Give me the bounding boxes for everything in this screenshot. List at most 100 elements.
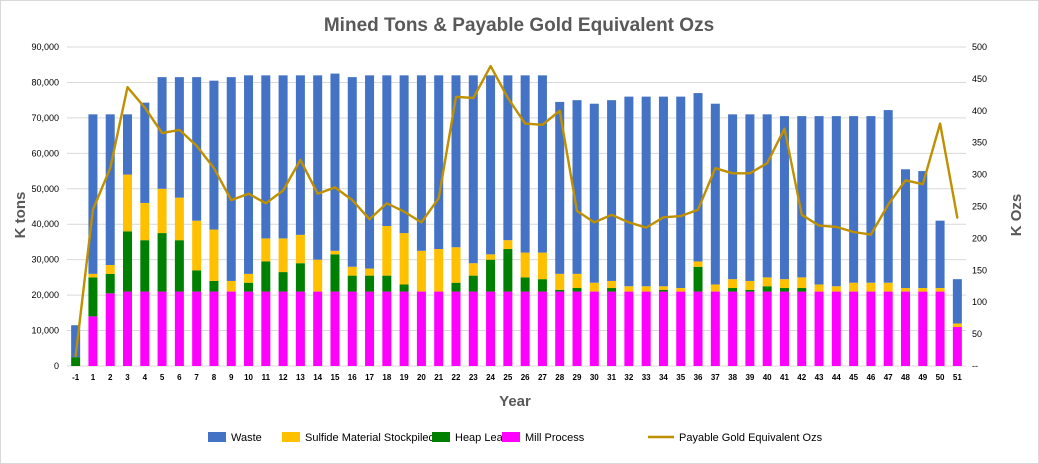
bar-waste — [416, 75, 426, 251]
line-point — [455, 95, 457, 98]
bar-sulfide-material-stockpiled — [140, 202, 150, 241]
bar-mill-process — [503, 291, 513, 366]
bar-heap-leach — [451, 282, 461, 292]
line-point — [213, 167, 215, 170]
x-tick-label: 28 — [555, 373, 564, 382]
line-point — [904, 179, 907, 182]
y-tick-label: 50,000 — [31, 184, 59, 194]
y-tick-label: 20,000 — [31, 290, 59, 300]
line-point — [230, 199, 233, 202]
line-point — [524, 122, 527, 125]
bar-sulfide-material-stockpiled — [537, 252, 547, 280]
line-point — [697, 208, 699, 211]
x-tick-label: 42 — [797, 373, 806, 382]
x-tick-label: 45 — [849, 373, 858, 382]
bar-waste — [451, 75, 461, 248]
bar-waste — [831, 116, 841, 287]
bar-series — [71, 73, 962, 366]
bar-sulfide-material-stockpiled — [157, 188, 167, 234]
x-tick-label: 46 — [866, 373, 875, 382]
bar-mill-process — [589, 291, 599, 366]
line-point — [247, 192, 250, 195]
y2-tick-label: 250 — [972, 202, 987, 212]
x-tick-label: 26 — [521, 373, 530, 382]
bar-waste — [797, 116, 807, 278]
bar-mill-process — [537, 291, 547, 366]
bar-sulfide-material-stockpiled — [676, 288, 686, 292]
line-point — [645, 226, 648, 229]
x-tick-label: 16 — [348, 373, 357, 382]
bar-heap-leach — [123, 231, 133, 292]
x-tick-label: 7 — [194, 373, 199, 382]
bar-waste — [365, 75, 375, 269]
bar-mill-process — [451, 291, 461, 366]
bar-mill-process — [192, 291, 202, 366]
bar-heap-leach — [88, 277, 98, 317]
y-tick-label: 0 — [54, 361, 59, 371]
legend-swatch-waste — [208, 432, 226, 442]
bar-heap-leach — [728, 288, 738, 292]
bar-sulfide-material-stockpiled — [278, 238, 288, 273]
bar-mill-process — [486, 291, 496, 366]
y-tick-label: 70,000 — [31, 113, 59, 123]
bar-waste — [382, 75, 392, 226]
x-tick-label: 34 — [659, 373, 668, 382]
x-tick-label: 6 — [177, 373, 182, 382]
bar-waste — [900, 169, 910, 289]
bar-mill-process — [572, 291, 582, 366]
y-axis-ticks: 0 10,000 20,000 30,000 40,000 50,000 60,000 70,… — [31, 42, 59, 371]
line-point — [714, 167, 717, 170]
bar-sulfide-material-stockpiled — [589, 282, 599, 292]
line-point — [783, 127, 786, 130]
x-tick-label: 8 — [212, 373, 217, 382]
bar-waste — [347, 77, 357, 267]
x-tick-label: 20 — [417, 373, 426, 382]
x-tick-label: 49 — [918, 373, 927, 382]
line-point — [109, 167, 112, 170]
bar-mill-process — [797, 291, 807, 366]
x-tick-label: 11 — [262, 373, 271, 382]
bar-sulfide-material-stockpiled — [918, 288, 928, 292]
bar-heap-leach — [295, 263, 305, 292]
legend-label-waste: Waste — [231, 432, 262, 444]
bar-mill-process — [883, 291, 893, 366]
bar-sulfide-material-stockpiled — [658, 286, 668, 290]
line-point — [420, 221, 423, 224]
line-point — [472, 97, 475, 99]
line-point — [368, 218, 371, 221]
bar-waste — [849, 116, 859, 283]
bar-mill-process — [365, 291, 375, 366]
bar-sulfide-material-stockpiled — [88, 273, 98, 278]
line-point — [143, 106, 146, 109]
bar-heap-leach — [468, 275, 478, 292]
bar-mill-process — [226, 291, 236, 366]
bar-sulfide-material-stockpiled — [935, 288, 945, 292]
bar-sulfide-material-stockpiled — [728, 279, 738, 289]
bar-waste — [555, 101, 565, 274]
bar-mill-process — [330, 291, 340, 366]
bar-mill-process — [520, 291, 530, 366]
x-tick-label: 14 — [313, 373, 322, 382]
bar-mill-process — [693, 291, 703, 366]
y-tick-label: 30,000 — [31, 255, 59, 265]
bar-sulfide-material-stockpiled — [624, 286, 634, 292]
bar-waste — [883, 110, 893, 283]
bar-waste — [261, 75, 271, 239]
bar-waste — [589, 103, 599, 283]
line-point — [627, 221, 630, 224]
y-tick-label: 80,000 — [31, 77, 59, 87]
bar-waste — [192, 77, 202, 221]
y2-tick-label: 200 — [972, 233, 987, 243]
bar-sulfide-material-stockpiled — [831, 286, 841, 292]
bar-heap-leach — [209, 280, 219, 292]
bar-heap-leach — [762, 286, 772, 292]
bar-waste — [676, 96, 686, 289]
legend-swatch-heap-leach — [432, 432, 450, 442]
bar-mill-process — [900, 291, 910, 366]
bar-heap-leach — [693, 266, 703, 292]
bar-sulfide-material-stockpiled — [192, 220, 202, 271]
bar-sulfide-material-stockpiled — [174, 197, 184, 241]
bar-waste — [468, 75, 478, 264]
bar-heap-leach — [347, 275, 357, 292]
bar-sulfide-material-stockpiled — [399, 233, 409, 285]
